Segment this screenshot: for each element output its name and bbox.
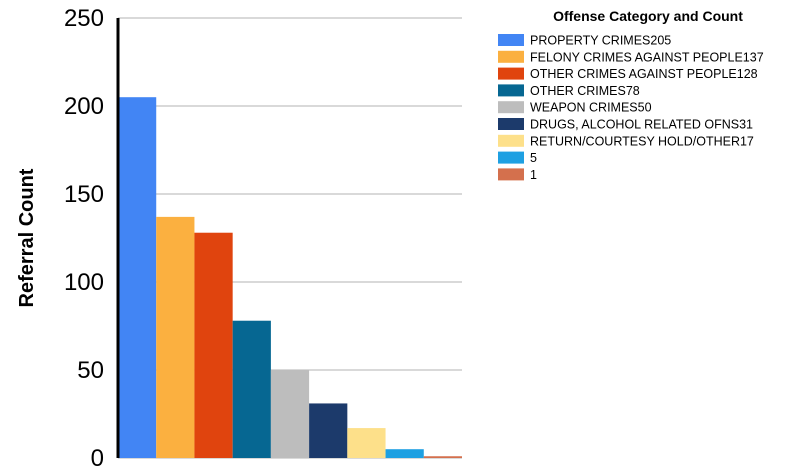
bar	[118, 97, 157, 458]
legend-swatch	[498, 34, 524, 46]
y-axis-label: Referral Count	[16, 168, 38, 307]
legend-label: PROPERTY CRIMES205	[530, 34, 671, 48]
y-tick-label: 250	[64, 5, 104, 32]
legend-swatch	[498, 101, 524, 114]
legend-title: Offense Category and Count	[553, 8, 743, 24]
legend-swatch	[498, 50, 524, 63]
legend-swatch	[498, 134, 524, 147]
bar	[270, 370, 310, 458]
bars	[118, 97, 462, 458]
y-tick-label: 0	[91, 445, 104, 466]
legend-label: OTHER CRIMES78	[530, 84, 640, 98]
y-tick-label: 200	[64, 93, 104, 120]
legend-label: 1	[530, 168, 537, 182]
legend-label: RETURN/COURTESY HOLD/OTHER17	[530, 134, 754, 148]
bar	[347, 428, 386, 458]
legend-label: 5	[530, 151, 537, 165]
bar	[194, 232, 233, 458]
legend-label: WEAPON CRIMES50	[530, 101, 652, 115]
legend-swatch	[498, 67, 524, 80]
bar	[385, 449, 424, 458]
legend-swatch	[498, 151, 524, 164]
bar	[423, 456, 462, 458]
bar	[309, 403, 348, 458]
legend-label: OTHER CRIMES AGAINST PEOPLE128	[530, 67, 758, 81]
legend-swatch	[498, 168, 524, 181]
bar	[156, 216, 195, 458]
y-axis-ticks: 0 50 100 150 200 250	[64, 5, 104, 466]
legend: PROPERTY CRIMES205 FELONY CRIMES AGAINST …	[498, 34, 764, 182]
y-tick-label: 150	[64, 181, 104, 208]
legend-label: DRUGS, ALCOHOL RELATED OFNS31	[530, 118, 753, 132]
bar	[232, 320, 271, 458]
legend-label: FELONY CRIMES AGAINST PEOPLE137	[530, 50, 764, 64]
y-tick-label: 100	[64, 269, 104, 296]
legend-swatch	[498, 84, 524, 97]
y-tick-label: 50	[77, 357, 104, 384]
legend-swatch	[498, 118, 524, 130]
